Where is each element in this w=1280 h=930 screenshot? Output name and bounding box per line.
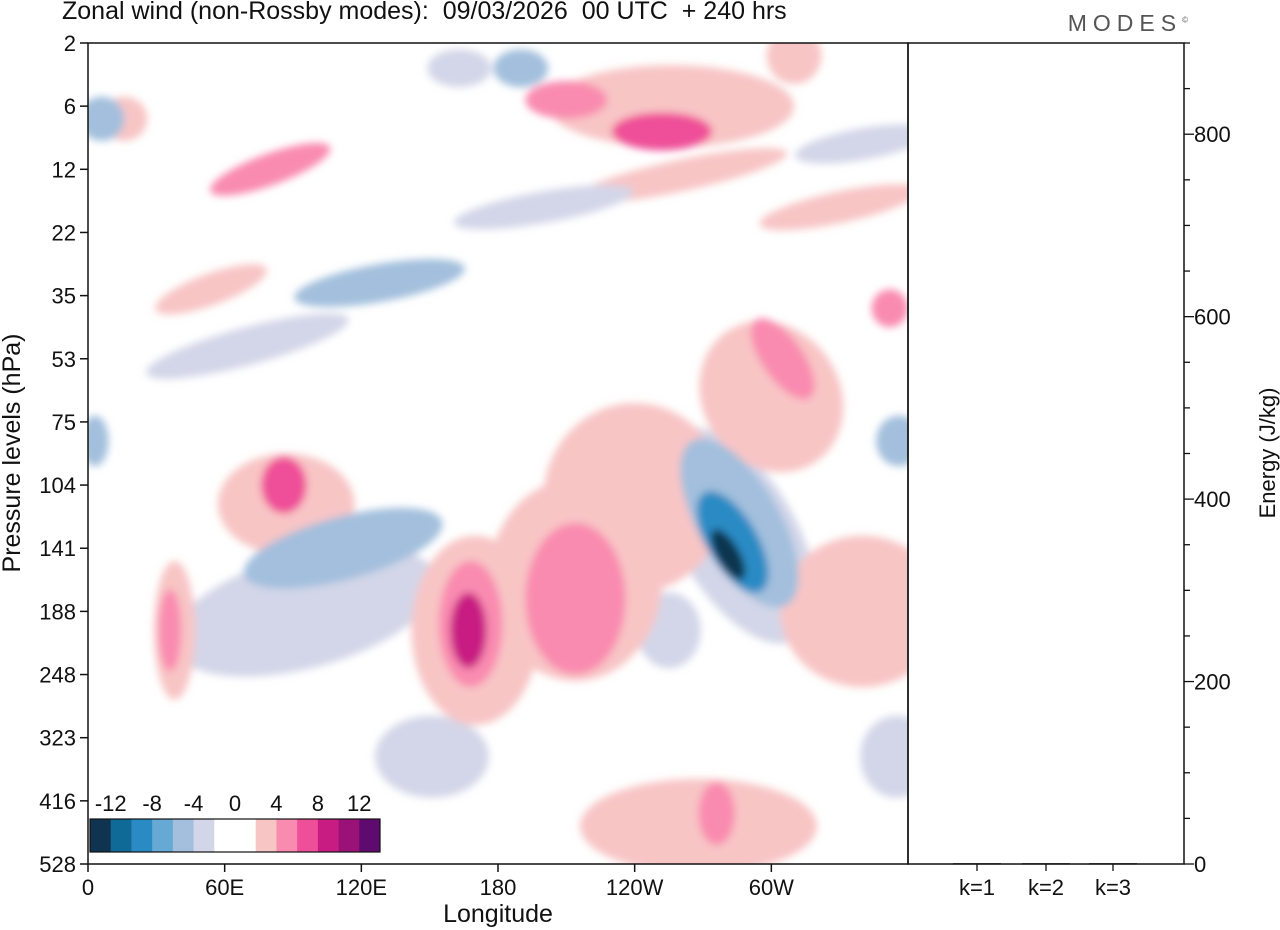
y-axis-title: Pressure levels (hPa) — [0, 334, 26, 573]
x-tick-label-3: 180 — [480, 875, 517, 900]
colorbar-label-6: 12 — [347, 791, 371, 816]
colorbar-label-1: -8 — [142, 791, 162, 816]
wind-blob-25 — [294, 259, 465, 307]
logo-text: MODES — [1067, 10, 1183, 36]
y-tick-label-11: 323 — [39, 726, 76, 751]
x-axis-title: Longitude — [443, 900, 553, 928]
colorbar-swatch-7 — [235, 819, 257, 852]
category-label-1: k=1 — [959, 875, 995, 900]
y-tick-label-10: 248 — [39, 663, 76, 688]
wind-blob-42 — [710, 529, 746, 580]
wind-blob-4 — [860, 715, 908, 798]
colorbar-swatch-0 — [90, 819, 112, 852]
colorbar-swatch-3 — [152, 819, 174, 852]
x-tick-label-4: 120W — [606, 875, 664, 900]
colorbar-swatch-2 — [131, 819, 153, 852]
energy-tick-label-1: 200 — [1194, 670, 1231, 695]
y-tick-label-1: 6 — [64, 94, 76, 119]
energy-panel-frame — [907, 42, 1185, 865]
energy-axis-ticks: 0 200 400 600 800 — [1184, 42, 1231, 877]
colorbar-swatch-9 — [276, 819, 298, 852]
x-tick-label-1: 60E — [205, 875, 244, 900]
wind-blob-14 — [548, 65, 795, 148]
wavenumber-labels: k=1 k=2 k=3 — [959, 864, 1131, 900]
y-tick-label-3: 22 — [52, 220, 76, 245]
x-tick-label-0: 0 — [82, 875, 94, 900]
wind-blob-29 — [493, 49, 549, 88]
y-tick-label-2: 12 — [52, 157, 76, 182]
wind-blob-3 — [375, 715, 489, 798]
wind-blob-18 — [146, 313, 349, 379]
pressure-axis-ticks: 2 6 12 22 35 53 75 104 141 188 248 323 416 528 — [39, 31, 88, 877]
wind-blob-36 — [871, 289, 908, 328]
wind-blob-24 — [243, 507, 443, 589]
colorbar-label-5: 8 — [312, 791, 324, 816]
wind-blob-20 — [759, 184, 908, 231]
colorbar — [89, 818, 381, 853]
y-tick-label-8: 141 — [39, 536, 76, 561]
wind-blob-40 — [450, 592, 487, 669]
wind-blob-17 — [155, 264, 267, 315]
y-tick-label-0: 2 — [64, 31, 76, 56]
wind-blob-38 — [261, 456, 307, 514]
logo-copyright-mark: © — [1182, 15, 1188, 25]
wind-blob-34 — [698, 781, 735, 846]
energy-tick-label-2: 400 — [1194, 487, 1231, 512]
colorbar-label-0: -12 — [95, 791, 127, 816]
colorbar-swatch-13 — [359, 819, 381, 852]
wind-blob-31 — [525, 522, 626, 675]
category-label-3: k=3 — [1095, 875, 1131, 900]
wind-blob-35 — [158, 589, 182, 672]
y-tick-label-6: 75 — [52, 410, 76, 435]
colorbar-labels: -12 -8 -4 0 4 8 12 — [95, 791, 372, 816]
y-tick-label-5: 53 — [52, 347, 76, 372]
energy-tick-label-3: 600 — [1194, 305, 1231, 330]
wind-blob-26 — [88, 96, 125, 141]
x-tick-label-5: 60W — [749, 875, 794, 900]
wind-blob-21 — [795, 124, 908, 164]
colorbar-swatch-1 — [110, 819, 132, 852]
y-tick-label-13: 528 — [39, 852, 76, 877]
colorbar-label-4: 4 — [270, 791, 282, 816]
colorbar-label-2: -4 — [184, 791, 204, 816]
energy-tick-label-4: 800 — [1194, 122, 1231, 147]
wind-blob-22 — [453, 185, 634, 230]
wind-blob-15 — [766, 43, 822, 85]
wind-blob-27 — [88, 415, 109, 467]
colorbar-swatch-4 — [172, 819, 195, 852]
wind-blob-33 — [750, 318, 815, 400]
colorbar-label-3: 0 — [229, 791, 241, 816]
wind-blob-1 — [171, 546, 438, 677]
colorbar-swatch-8 — [255, 819, 277, 852]
y-tick-label-7: 104 — [39, 473, 76, 498]
colorbar-swatch-11 — [317, 819, 340, 852]
wind-anomaly-field — [88, 43, 908, 864]
colorbar-swatch-6 — [214, 819, 236, 852]
wind-blob-10 — [780, 535, 908, 688]
y-tick-label-12: 416 — [39, 789, 76, 814]
wind-blob-30 — [525, 80, 608, 119]
category-label-2: k=2 — [1028, 875, 1064, 900]
energy-axis-title: Energy (J/kg) — [1255, 388, 1280, 519]
energy-tick-label-0: 0 — [1194, 852, 1206, 877]
x-tick-label-2: 120E — [336, 875, 387, 900]
chart-title: Zonal wind (non-Rossby modes): 09/03/202… — [62, 0, 787, 25]
y-tick-label-4: 35 — [52, 284, 76, 309]
wind-blob-11 — [580, 778, 817, 864]
modes-logo: MODES© — [1068, 10, 1188, 37]
wind-blob-28 — [876, 415, 908, 467]
wind-blob-9 — [699, 321, 844, 473]
colorbar-swatch-12 — [338, 819, 360, 852]
colorbar-swatch-5 — [193, 819, 215, 852]
longitude-axis-ticks: 0 60E 120E 180 120W 60W — [82, 864, 794, 900]
wind-blob-23 — [210, 142, 331, 196]
colorbar-frame — [89, 818, 381, 853]
wind-blob-39 — [611, 112, 713, 151]
wind-blob-2 — [427, 49, 492, 88]
y-tick-label-9: 188 — [39, 599, 76, 624]
colorbar-swatch-10 — [297, 819, 319, 852]
